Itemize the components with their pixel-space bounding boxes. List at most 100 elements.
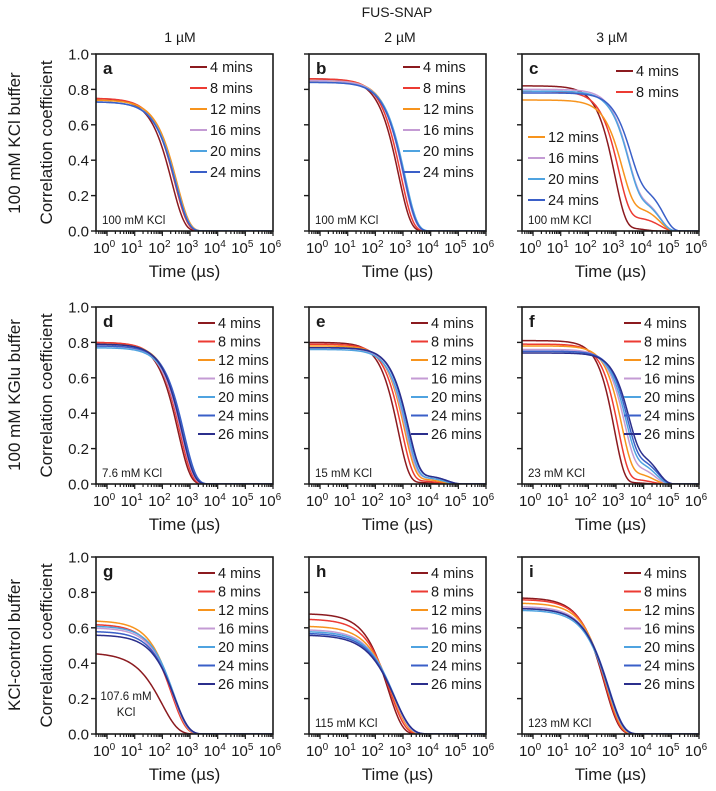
legend-item: 4 mins xyxy=(624,316,687,332)
series-line-26-mins xyxy=(522,607,699,734)
legend-label: 26 mins xyxy=(218,427,269,443)
legend-item: 20 mins xyxy=(198,640,269,656)
y-tick-label: 0.8 xyxy=(68,585,89,602)
x-tick-exponent: 2 xyxy=(591,742,597,753)
x-tick-exponent: 1 xyxy=(137,239,143,250)
x-tick-exponent: 2 xyxy=(378,239,384,250)
legend-label: 4 mins xyxy=(218,566,261,582)
x-tick-base: 10 xyxy=(574,743,591,760)
series-line-24-mins xyxy=(96,345,273,484)
y-tick-label: 0.6 xyxy=(68,117,89,134)
legend-label: 20 mins xyxy=(218,390,269,406)
x-tick-exponent: 0 xyxy=(536,492,542,503)
column-header-1: 1 µM xyxy=(164,29,195,45)
legend-item: 8 mins xyxy=(624,585,687,601)
x-tick-exponent: 4 xyxy=(220,239,226,250)
x-tick-base: 10 xyxy=(334,743,351,760)
legend-item: 20 mins xyxy=(411,390,482,406)
legend-item: 4 mins xyxy=(190,60,253,76)
legend-item: 8 mins xyxy=(411,335,474,351)
x-tick-label: 103 xyxy=(602,742,625,760)
legend-item: 12 mins xyxy=(411,353,482,369)
legend-item: 12 mins xyxy=(624,603,695,619)
series-group xyxy=(309,78,486,231)
legend-label: 16 mins xyxy=(218,372,269,388)
x-tick-exponent: 1 xyxy=(350,742,356,753)
x-tick-label: 104 xyxy=(417,742,440,760)
x-tick-exponent: 2 xyxy=(591,492,597,503)
x-tick-exponent: 4 xyxy=(646,492,652,503)
x-tick-base: 10 xyxy=(176,240,193,257)
x-axis-label: Time (µs) xyxy=(362,515,434,534)
x-tick-label: 106 xyxy=(685,239,708,257)
panel-letter: g xyxy=(103,562,113,581)
legend-item: 20 mins xyxy=(528,172,599,188)
legend: 4 mins 8 mins 12 mins 16 mins 20 mins 24 mins xyxy=(403,60,474,181)
legend-label: 8 mins xyxy=(210,81,253,97)
x-tick-exponent: 1 xyxy=(137,492,143,503)
x-tick-label: 103 xyxy=(389,239,412,257)
x-tick-exponent: 5 xyxy=(248,239,254,250)
legend-label: 8 mins xyxy=(636,85,679,101)
legend-label: 24 mins xyxy=(431,409,482,425)
x-tick-label: 105 xyxy=(444,239,467,257)
series-line-8-mins xyxy=(96,341,273,484)
figure-title: FUS-SNAP xyxy=(362,4,433,20)
legend-label: 12 mins xyxy=(218,353,269,369)
x-tick-base: 10 xyxy=(93,240,110,257)
condition-annotation: 7.6 mM KCl xyxy=(102,468,162,480)
x-tick-exponent: 5 xyxy=(461,239,467,250)
legend-label: 12 mins xyxy=(548,130,599,146)
x-tick-base: 10 xyxy=(519,743,536,760)
x-tick-exponent: 6 xyxy=(489,492,495,503)
legend-item: 12 mins xyxy=(198,603,269,619)
legend-label: 12 mins xyxy=(644,603,695,619)
x-tick-label: 102 xyxy=(148,239,171,257)
x-tick-label: 102 xyxy=(361,742,384,760)
condition-annotation: 15 mM KCl xyxy=(315,468,372,480)
x-tick-base: 10 xyxy=(602,240,619,257)
legend-item: 16 mins xyxy=(528,151,599,167)
x-tick-label: 106 xyxy=(685,742,708,760)
legend-item: 12 mins xyxy=(528,130,599,146)
x-tick-exponent: 6 xyxy=(276,742,282,753)
x-tick-exponent: 3 xyxy=(193,239,199,250)
x-axis-label: Time (µs) xyxy=(362,262,434,281)
legend-label: 8 mins xyxy=(431,335,474,351)
legend-item: 12 mins xyxy=(190,102,261,118)
x-tick-label: 106 xyxy=(472,239,495,257)
legend-item: 26 mins xyxy=(411,427,482,443)
legend-item: 20 mins xyxy=(198,390,269,406)
x-tick-exponent: 5 xyxy=(248,742,254,753)
legend-item: 16 mins xyxy=(403,123,474,139)
legend-label: 12 mins xyxy=(431,603,482,619)
x-tick-exponent: 0 xyxy=(536,742,542,753)
legend: 4 mins 8 mins 12 mins 16 mins 20 mins 24 mins xyxy=(190,60,261,181)
x-tick-label: 105 xyxy=(231,742,254,760)
plot-frame xyxy=(95,53,274,232)
y-tick-label: 0.2 xyxy=(68,691,89,708)
x-tick-label: 101 xyxy=(121,239,144,257)
legend-label: 4 mins xyxy=(644,566,687,582)
x-tick-base: 10 xyxy=(547,743,564,760)
x-tick-base: 10 xyxy=(204,493,221,510)
x-tick-label: 100 xyxy=(519,239,542,257)
x-tick-base: 10 xyxy=(444,493,461,510)
x-tick-base: 10 xyxy=(389,240,406,257)
x-tick-base: 10 xyxy=(685,743,702,760)
plot-frame xyxy=(95,556,274,735)
x-tick-exponent: 1 xyxy=(563,492,569,503)
x-tick-label: 104 xyxy=(630,742,653,760)
legend-item: 4 mins xyxy=(624,566,687,582)
y-axis-label: Correlation coefficient xyxy=(37,313,56,477)
legend-item: 8 mins xyxy=(198,335,261,351)
condition-annotation: KCl xyxy=(117,707,136,719)
legend-label: 8 mins xyxy=(644,335,687,351)
x-axis-label: Time (µs) xyxy=(362,765,434,784)
legend-label: 8 mins xyxy=(423,81,466,97)
x-axis-label: Time (µs) xyxy=(575,515,647,534)
x-tick-exponent: 4 xyxy=(646,239,652,250)
